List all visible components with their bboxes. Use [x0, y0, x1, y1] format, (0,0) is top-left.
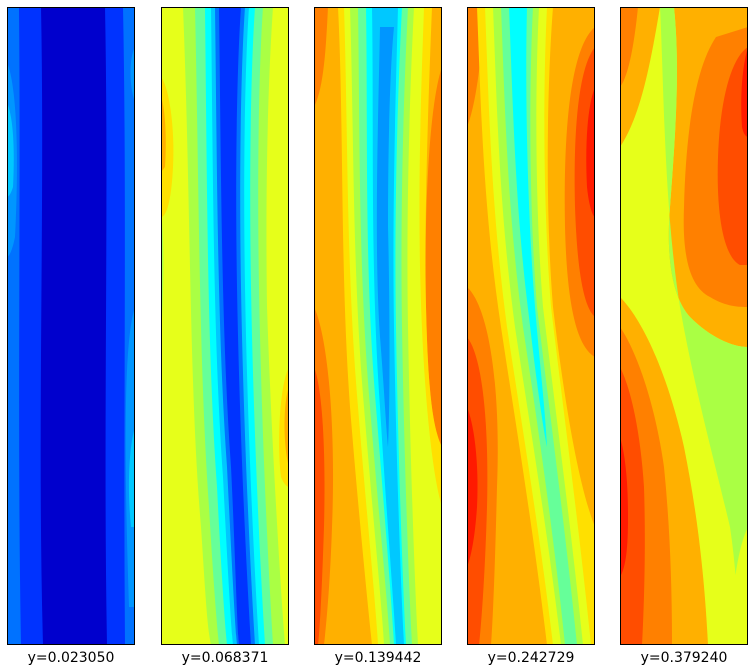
band-left-top-dark	[620, 7, 638, 87]
contour-panel-4	[467, 7, 595, 645]
contour-plot-1	[7, 7, 135, 645]
band-right-cyan	[128, 427, 135, 527]
band-lime	[660, 7, 748, 645]
band-right-red	[741, 47, 748, 137]
contour-panel-3	[314, 7, 442, 645]
panel-caption-5: y=0.379240	[640, 650, 728, 666]
contour-panel-5	[620, 7, 748, 645]
band-left-orange	[161, 97, 166, 172]
band-right-bottom-yellow	[730, 527, 748, 645]
contour-plot-3	[314, 7, 442, 645]
contour-plot-2	[161, 7, 289, 645]
panel-caption-2: y=0.068371	[181, 650, 269, 666]
band-left-red	[314, 367, 325, 645]
band-left-top-orange	[314, 7, 328, 107]
band-left-red	[467, 407, 478, 567]
band-blue-streak	[376, 27, 394, 447]
contour-panel-2	[161, 7, 289, 645]
band-left-cyan	[7, 102, 14, 197]
band-navy-core	[40, 7, 107, 645]
band-right-orange	[425, 67, 442, 447]
panel-caption-3: y=0.139442	[334, 650, 422, 666]
contour-plot-5	[620, 7, 748, 645]
contour-plot-4	[467, 7, 595, 645]
band-left-red-orange	[620, 367, 645, 645]
contour-panel-1	[7, 7, 135, 645]
band-right-orange	[284, 387, 289, 467]
panel-caption-4: y=0.242729	[487, 650, 575, 666]
band-right-top	[130, 47, 135, 102]
band-dark-blue	[219, 7, 251, 645]
band-right-red	[586, 87, 595, 217]
band-left-red	[620, 437, 628, 577]
band-right-red-orange	[717, 47, 748, 265]
panel-caption-1: y=0.023050	[27, 650, 115, 666]
band-cyan	[509, 7, 547, 447]
